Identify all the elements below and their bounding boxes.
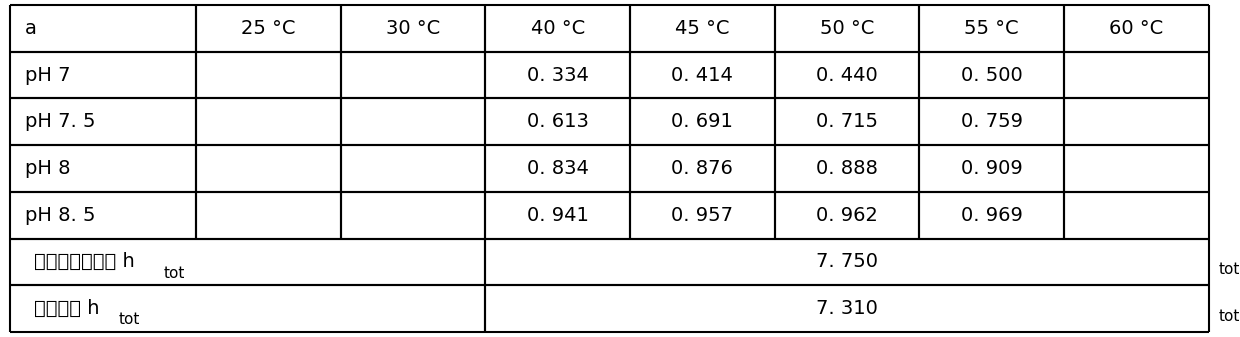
Text: tot: tot: [119, 312, 140, 327]
Bar: [1064, 5, 1209, 52]
Bar: [10, 145, 196, 192]
Bar: [10, 5, 196, 52]
Text: 0. 941: 0. 941: [527, 206, 589, 225]
Text: 燕麦蛋白 h: 燕麦蛋白 h: [33, 299, 99, 318]
Text: 40 °C: 40 °C: [531, 19, 585, 38]
Bar: [775, 5, 919, 52]
Bar: [630, 192, 775, 239]
Text: 大豆分离蛋白粉 h: 大豆分离蛋白粉 h: [33, 252, 134, 271]
Text: tot: tot: [1219, 262, 1240, 277]
Bar: [1064, 145, 1209, 192]
Text: tot: tot: [164, 266, 185, 281]
Text: pH 8. 5: pH 8. 5: [25, 206, 95, 225]
Bar: [196, 98, 341, 145]
Text: 25 °C: 25 °C: [241, 19, 295, 38]
Text: 0. 909: 0. 909: [961, 159, 1023, 178]
Text: 7. 750: 7. 750: [816, 252, 878, 271]
Bar: [775, 192, 919, 239]
Bar: [630, 5, 775, 52]
Bar: [10, 285, 485, 332]
Text: 0. 414: 0. 414: [671, 66, 733, 85]
Bar: [775, 98, 919, 145]
Bar: [485, 192, 630, 239]
Text: 0. 440: 0. 440: [816, 66, 878, 85]
Text: 0. 334: 0. 334: [527, 66, 589, 85]
Text: 0. 691: 0. 691: [671, 112, 733, 131]
Text: pH 7. 5: pH 7. 5: [25, 112, 95, 131]
Bar: [630, 145, 775, 192]
Text: 0. 613: 0. 613: [527, 112, 589, 131]
Bar: [10, 239, 485, 285]
Text: 0. 500: 0. 500: [961, 66, 1023, 85]
Bar: [485, 239, 1209, 285]
Bar: [630, 98, 775, 145]
Text: 30 °C: 30 °C: [386, 19, 440, 38]
Text: tot: tot: [1219, 309, 1240, 324]
Text: a: a: [25, 19, 36, 38]
Bar: [775, 52, 919, 98]
Text: 0. 834: 0. 834: [527, 159, 589, 178]
Text: pH 8: pH 8: [25, 159, 71, 178]
Bar: [10, 192, 196, 239]
Text: 60 °C: 60 °C: [1110, 19, 1163, 38]
Bar: [1064, 192, 1209, 239]
Bar: [341, 5, 485, 52]
Bar: [485, 98, 630, 145]
Text: 0. 759: 0. 759: [961, 112, 1023, 131]
Text: 7. 310: 7. 310: [816, 299, 878, 318]
Bar: [919, 5, 1064, 52]
Text: 0. 715: 0. 715: [816, 112, 878, 131]
Bar: [1064, 52, 1209, 98]
Bar: [919, 52, 1064, 98]
Bar: [341, 192, 485, 239]
Bar: [10, 98, 196, 145]
Text: 0. 876: 0. 876: [671, 159, 733, 178]
Text: 0. 962: 0. 962: [816, 206, 878, 225]
Bar: [341, 98, 485, 145]
Bar: [485, 285, 1209, 332]
Bar: [919, 145, 1064, 192]
Text: 0. 888: 0. 888: [816, 159, 878, 178]
Bar: [485, 5, 630, 52]
Bar: [630, 52, 775, 98]
Text: 0. 957: 0. 957: [671, 206, 733, 225]
Text: 55 °C: 55 °C: [965, 19, 1019, 38]
Text: pH 7: pH 7: [25, 66, 71, 85]
Bar: [1064, 98, 1209, 145]
Bar: [485, 52, 630, 98]
Bar: [775, 145, 919, 192]
Bar: [485, 145, 630, 192]
Text: 0. 969: 0. 969: [961, 206, 1023, 225]
Bar: [196, 145, 341, 192]
Text: 50 °C: 50 °C: [820, 19, 874, 38]
Bar: [196, 52, 341, 98]
Bar: [10, 52, 196, 98]
Bar: [341, 145, 485, 192]
Bar: [196, 5, 341, 52]
Bar: [919, 98, 1064, 145]
Bar: [341, 52, 485, 98]
Bar: [196, 192, 341, 239]
Text: 45 °C: 45 °C: [675, 19, 729, 38]
Bar: [919, 192, 1064, 239]
